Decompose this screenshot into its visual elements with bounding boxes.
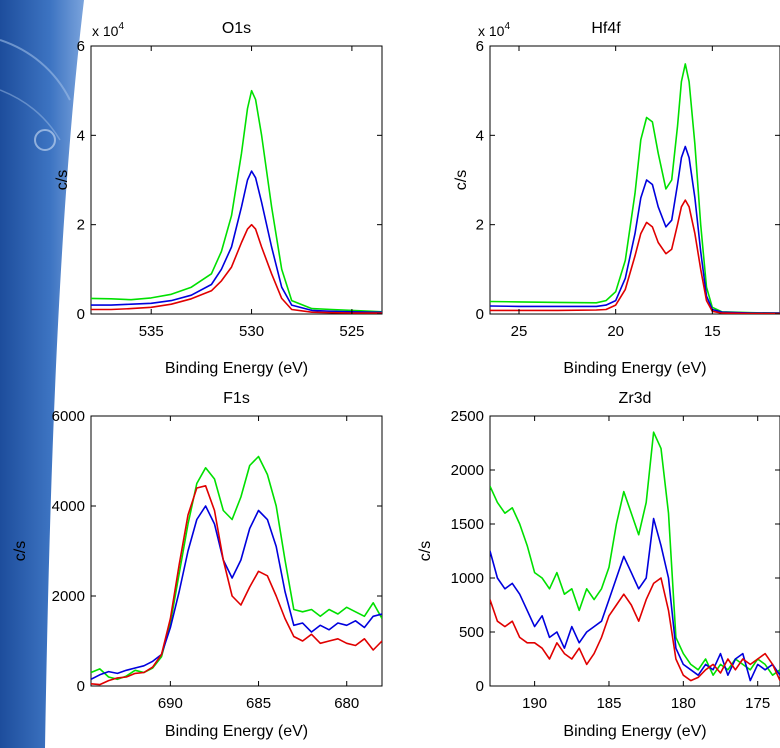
chart-title: Hf4f	[591, 20, 621, 37]
y-tick-label: 6	[476, 38, 484, 55]
y-axis-label: c/s	[54, 170, 71, 190]
y-tick-label: 2500	[451, 408, 484, 425]
x-tick-label: 20	[607, 323, 624, 340]
y-tick-label: 1500	[451, 516, 484, 533]
x-tick-label: 25	[511, 323, 528, 340]
series-line-blue	[91, 505, 382, 681]
chart-title: Zr3d	[619, 390, 652, 407]
y-tick-label: 0	[77, 678, 85, 695]
x-tick-label: 680	[334, 695, 359, 712]
y-tick-label: 4000	[52, 498, 85, 515]
chart-title: F1s	[223, 390, 250, 407]
x-axis-label: Binding Energy (eV)	[563, 723, 706, 740]
x-tick-label: 175	[745, 695, 770, 712]
y-tick-label: 2000	[52, 588, 85, 605]
chart-f1s: 690 685 680 0 2000 4000 6000 F1s Binding Energ…	[12, 390, 383, 740]
series-line-green	[91, 89, 382, 313]
y-tick-label: 2	[476, 217, 484, 234]
x-tick-label: 190	[522, 695, 547, 712]
series-line-red	[91, 223, 382, 314]
exponent-base: x 10	[478, 23, 505, 39]
series-line-red	[91, 485, 382, 686]
y-axis-label: c/s	[12, 541, 29, 561]
y-tick-label: 6	[77, 38, 85, 55]
series-line-blue	[490, 517, 780, 682]
series-line-red	[490, 577, 780, 682]
plot-area	[489, 415, 780, 687]
x-tick-label: 15	[704, 323, 721, 340]
exponent-power: 4	[504, 21, 510, 32]
series-line-blue	[490, 145, 780, 314]
exponent-label: x 104	[478, 21, 510, 39]
series-line-blue	[91, 170, 382, 313]
x-tick-label: 525	[339, 323, 364, 340]
x-tick-label: 690	[158, 695, 183, 712]
x-tick-label: 530	[239, 323, 264, 340]
series-line-green	[91, 455, 382, 681]
x-axis-label: Binding Energy (eV)	[165, 723, 308, 740]
chart-zr3d: 190 185 180 175 0 500 1000 1500 2000 2500 Zr3d Bi…	[417, 390, 780, 740]
chart-o1s: 535 530 525 0 2 4 6 O1s Binding Energy (eV) c/…	[54, 20, 383, 377]
plot-area	[489, 45, 780, 315]
series-line-red	[490, 199, 780, 314]
y-tick-label: 6000	[52, 408, 85, 425]
exponent-base: x 10	[92, 23, 119, 39]
y-tick-label: 4	[77, 127, 85, 144]
x-axis-label: Binding Energy (eV)	[563, 360, 706, 377]
x-tick-label: 685	[246, 695, 271, 712]
exponent-power: 4	[118, 21, 124, 32]
y-tick-label: 2	[77, 217, 85, 234]
y-tick-label: 500	[459, 624, 484, 641]
y-tick-label: 0	[476, 306, 484, 323]
y-axis-label: c/s	[417, 541, 434, 561]
x-tick-label: 535	[139, 323, 164, 340]
x-tick-label: 180	[671, 695, 696, 712]
y-tick-label: 0	[476, 678, 484, 695]
plot-area	[90, 415, 383, 687]
y-tick-label: 2000	[451, 462, 484, 479]
series-line-green	[490, 63, 780, 314]
x-tick-label: 185	[596, 695, 621, 712]
y-tick-label: 1000	[451, 570, 484, 587]
exponent-label: x 104	[92, 21, 124, 39]
y-tick-label: 4	[476, 127, 484, 144]
chart-title: O1s	[222, 20, 251, 37]
y-tick-label: 0	[77, 306, 85, 323]
x-axis-label: Binding Energy (eV)	[165, 360, 308, 377]
y-axis-label: c/s	[453, 170, 470, 190]
